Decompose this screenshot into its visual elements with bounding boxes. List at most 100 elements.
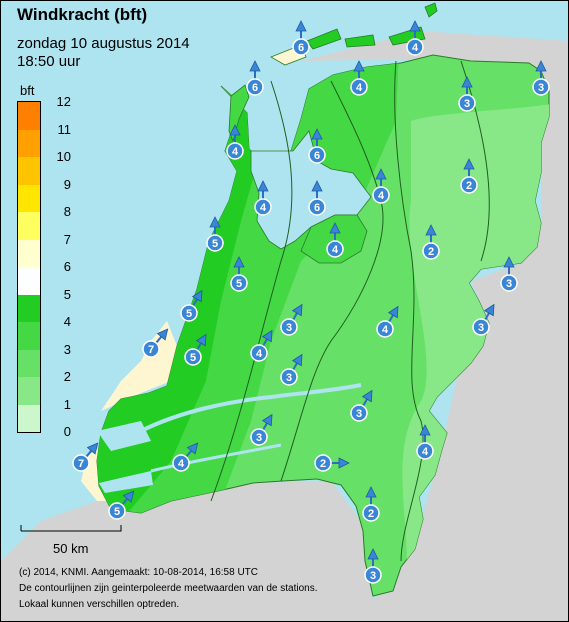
station-bft-label: 3: [356, 408, 362, 420]
legend-label-0: 0: [63, 424, 71, 439]
island-ameland: [344, 34, 376, 48]
legend-label-8: 8: [63, 204, 71, 219]
legend-label-3: 3: [63, 341, 71, 357]
station-bft-label: 4: [178, 458, 185, 470]
station-bft-label: 5: [190, 352, 196, 364]
station-schiphol: 5: [230, 256, 248, 292]
legend-band-8: [18, 212, 40, 240]
station-bft-label: 4: [256, 348, 263, 360]
station-bft-label: 6: [298, 42, 304, 54]
station-nieuw-beerta: 3: [532, 60, 550, 96]
station-hoek-van-holland: 7: [142, 328, 169, 358]
legend-label-10: 10: [56, 149, 71, 164]
legend-unit: bft: [20, 83, 35, 98]
station-de-bilt: 3: [280, 303, 303, 336]
legend-band-5: [18, 294, 40, 322]
station-ijmuiden: 5: [206, 216, 224, 252]
station-bft-label: 3: [286, 322, 292, 334]
station-bft-label: 3: [370, 570, 376, 582]
station-bft-label: 7: [78, 458, 84, 470]
legend-label-9: 9: [63, 176, 71, 192]
station-deelen: 4: [376, 305, 399, 338]
station-bft-label: 4: [332, 244, 339, 256]
station-bft-label: 4: [260, 202, 267, 214]
island-rottumeroog: [424, 2, 438, 18]
station-gilze-rijen: 3: [250, 413, 273, 446]
map-date: zondag 10 augustus 2014: [17, 35, 190, 52]
station-bft-label: 6: [314, 150, 320, 162]
legend-label-1: 1: [63, 396, 71, 412]
legend-band-9: [18, 184, 40, 212]
station-bft-label: 5: [236, 278, 242, 290]
map-time: 18:50 uur: [17, 53, 81, 70]
legend-label-2: 2: [63, 369, 71, 384]
station-maastricht: 3: [364, 548, 382, 584]
legend-band-6: [18, 267, 40, 295]
station-bft-label: 4: [232, 146, 239, 158]
river-waal: [140, 383, 362, 433]
station-bft-label: 4: [422, 446, 429, 458]
station-bft-label: 2: [428, 246, 434, 258]
river-maas: [150, 443, 282, 473]
station-ell: 2: [362, 486, 380, 522]
station-vlissingen: 7: [72, 442, 99, 472]
legend-label-11: 11: [57, 121, 72, 137]
scale-bar: [20, 525, 122, 532]
station-eindhoven: 2: [314, 454, 350, 472]
station-bft-label: 3: [478, 322, 484, 334]
station-bft-label: 2: [320, 458, 326, 470]
station-bft-label: 4: [378, 190, 385, 202]
legend-label-7: 7: [63, 231, 71, 247]
station-bft-label: 3: [506, 278, 512, 290]
scale-bar-label: 50 km: [53, 541, 89, 556]
legend-label-5: 5: [63, 286, 71, 302]
station-bft-label: 2: [466, 180, 472, 192]
station-berkhout: 4: [254, 180, 272, 216]
station-valkenburg: 5: [180, 289, 203, 322]
station-schiermonnikoog: 4: [406, 20, 424, 56]
legend-band-12: [18, 102, 40, 130]
legend-band-1: [18, 404, 40, 432]
station-houtribdijk: 6: [308, 180, 326, 216]
station-bft-label: 4: [356, 82, 363, 94]
station-den-helder: 4: [226, 124, 244, 160]
legend-band-3: [18, 349, 40, 377]
station-bft-label: 4: [382, 324, 389, 336]
station-bft-label: 4: [412, 42, 419, 54]
station-heino: 2: [422, 224, 440, 260]
legend-band-10: [18, 157, 40, 185]
station-bft-label: 5: [114, 506, 120, 518]
station-bft-label: 5: [212, 238, 218, 250]
station-bft-label: 6: [252, 82, 258, 94]
station-bft-label: 6: [314, 202, 320, 214]
station-marknesse: 4: [326, 222, 344, 258]
legend-label-12: 12: [56, 94, 71, 109]
oosterschelde: [97, 421, 151, 451]
legend-color-bar: [17, 101, 41, 433]
station-hoogeveen: 2: [460, 158, 478, 194]
legend-label-4: 4: [63, 314, 71, 329]
legend-label-6: 6: [63, 259, 71, 274]
station-volkel: 3: [350, 389, 373, 422]
station-bft-label: 7: [148, 344, 154, 356]
footer-note-contours: De contourlijnen zijn geinterpoleerde me…: [19, 583, 318, 594]
station-stavoren: 6: [308, 128, 326, 164]
station-hupsel: 3: [472, 303, 495, 336]
station-eelde: 3: [458, 76, 476, 112]
station-arcen: 4: [416, 424, 434, 460]
station-vlieland: 6: [292, 20, 310, 56]
westerschelde: [99, 471, 153, 493]
station-bft-label: 3: [464, 98, 470, 110]
station-de-kooy: 6: [246, 60, 264, 96]
map-title: Windkracht (bft): [17, 5, 148, 24]
station-twenthe: 3: [500, 256, 518, 292]
station-cabauw: 4: [250, 329, 273, 362]
legend-band-11: [18, 129, 40, 157]
foreign-land: [1, 31, 568, 621]
station-lauwersoog: 4: [350, 60, 368, 96]
station-woensdrecht: 4: [172, 442, 199, 472]
legend-band-7: [18, 239, 40, 267]
legend-band-2: [18, 377, 40, 405]
